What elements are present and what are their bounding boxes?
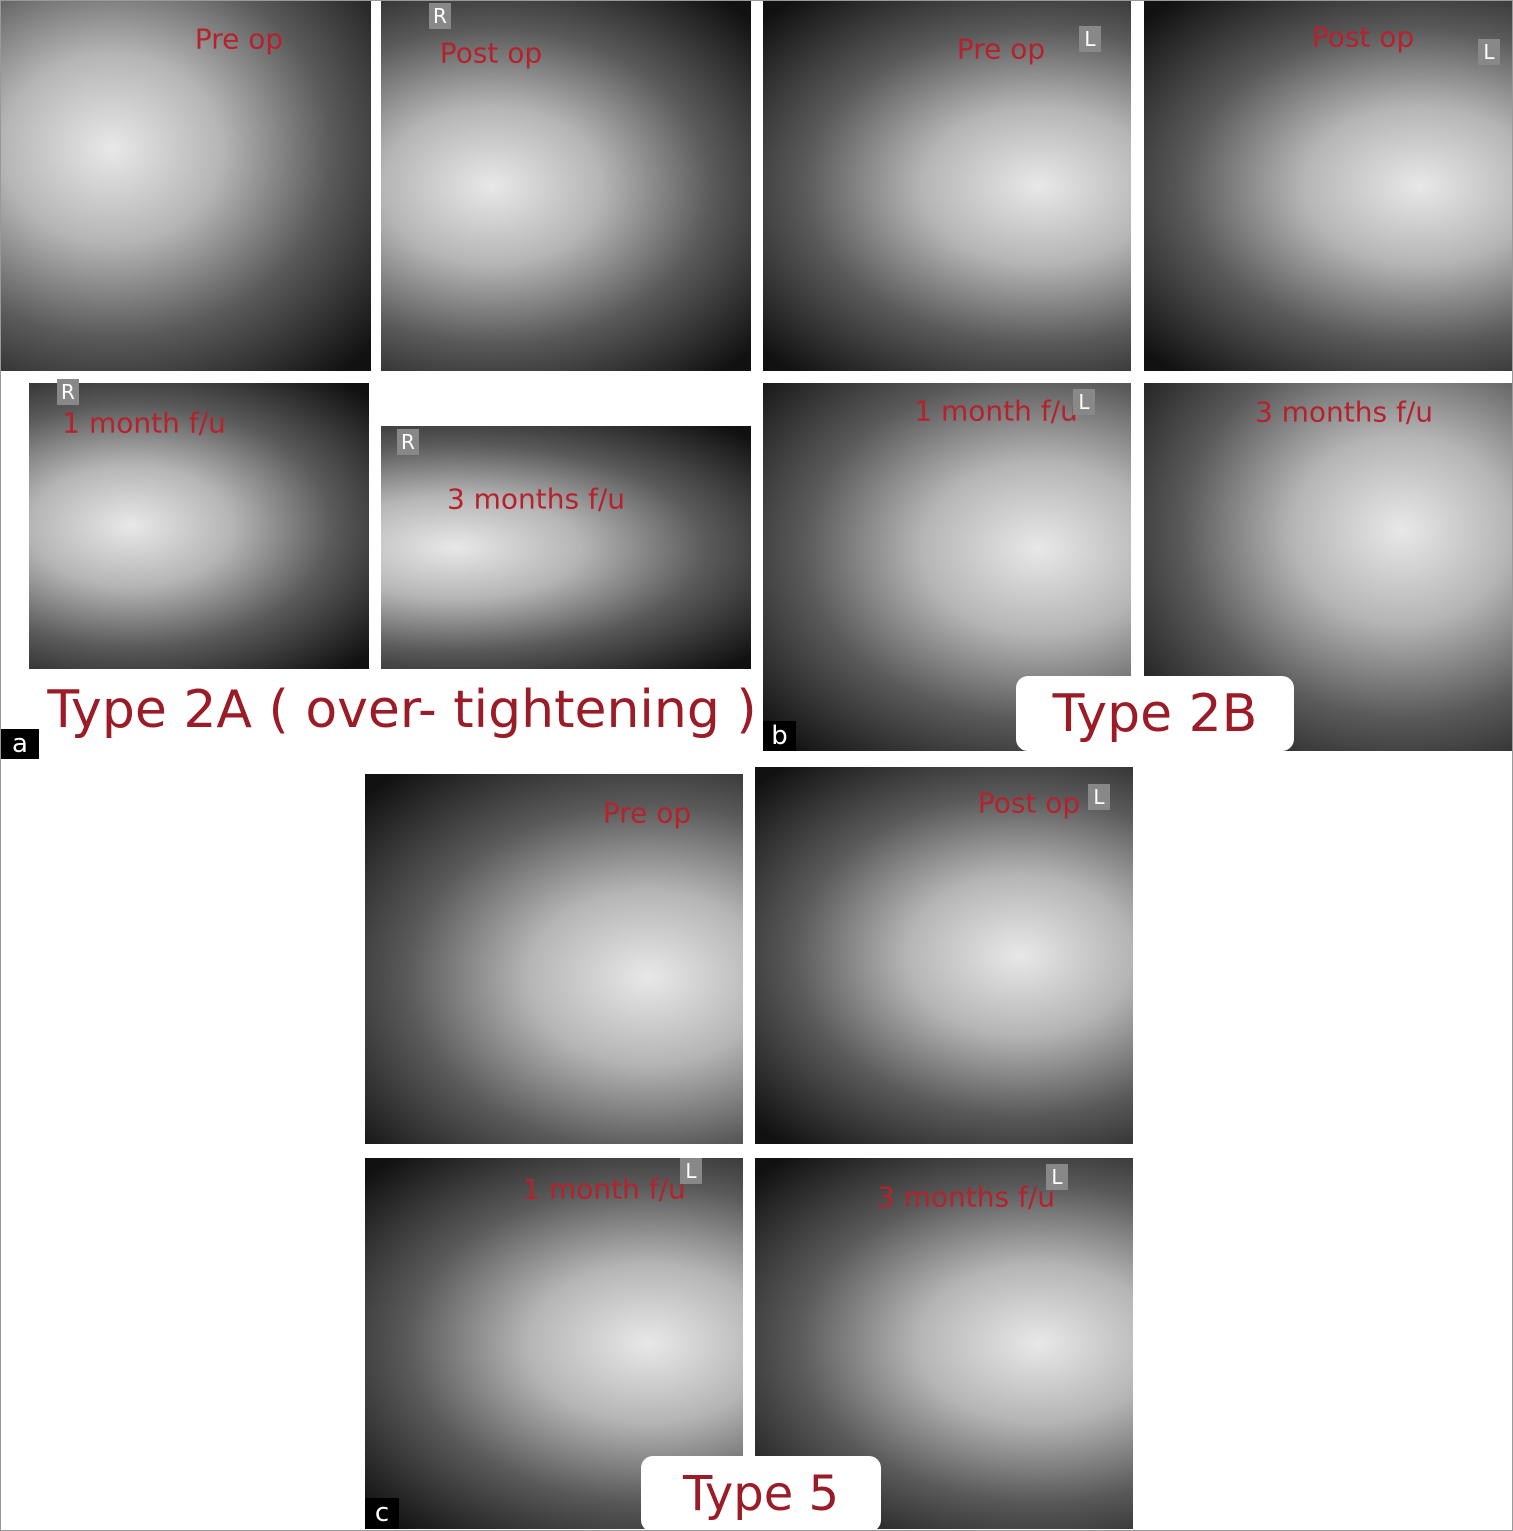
side-marker: R	[397, 429, 419, 455]
side-marker: L	[1079, 26, 1101, 52]
x-ray-image	[381, 426, 751, 669]
panel-letter: b	[763, 721, 796, 751]
image-label: Pre op	[602, 796, 692, 830]
image-label: 3 months f/u	[876, 1180, 1056, 1214]
side-marker: R	[429, 3, 451, 29]
side-marker: L	[1088, 784, 1110, 810]
panel-caption: Type 5	[641, 1456, 881, 1530]
panel-caption: Type 2A ( over- tightening )	[47, 669, 757, 751]
side-marker: L	[680, 1158, 702, 1184]
x-ray-image	[1, 1, 371, 371]
side-marker: L	[1478, 39, 1500, 65]
panel-caption: Type 2B	[1016, 676, 1294, 751]
x-ray-image	[29, 383, 369, 669]
image-label: Pre op	[956, 32, 1046, 66]
image-label: Post op	[977, 786, 1081, 820]
image-label: Pre op	[194, 22, 284, 56]
x-ray-image	[755, 767, 1133, 1144]
x-ray-image	[1144, 1, 1512, 371]
side-marker: L	[1046, 1164, 1068, 1190]
image-label: Post op	[1311, 20, 1415, 54]
image-label: 3 months f/u	[446, 482, 626, 516]
image-label: 1 month f/u	[914, 394, 1078, 428]
panel-letter: a	[1, 729, 39, 759]
side-marker: L	[1073, 389, 1095, 415]
image-label: 1 month f/u	[62, 406, 226, 440]
panel-letter: c	[365, 1498, 399, 1529]
x-ray-image	[763, 1, 1131, 371]
image-label: 1 month f/u	[522, 1172, 686, 1206]
image-label: 3 months f/u	[1254, 395, 1434, 429]
x-ray-image	[365, 774, 743, 1144]
x-ray-image	[381, 1, 751, 371]
side-marker: R	[57, 379, 79, 405]
image-label: Post op	[439, 36, 543, 70]
